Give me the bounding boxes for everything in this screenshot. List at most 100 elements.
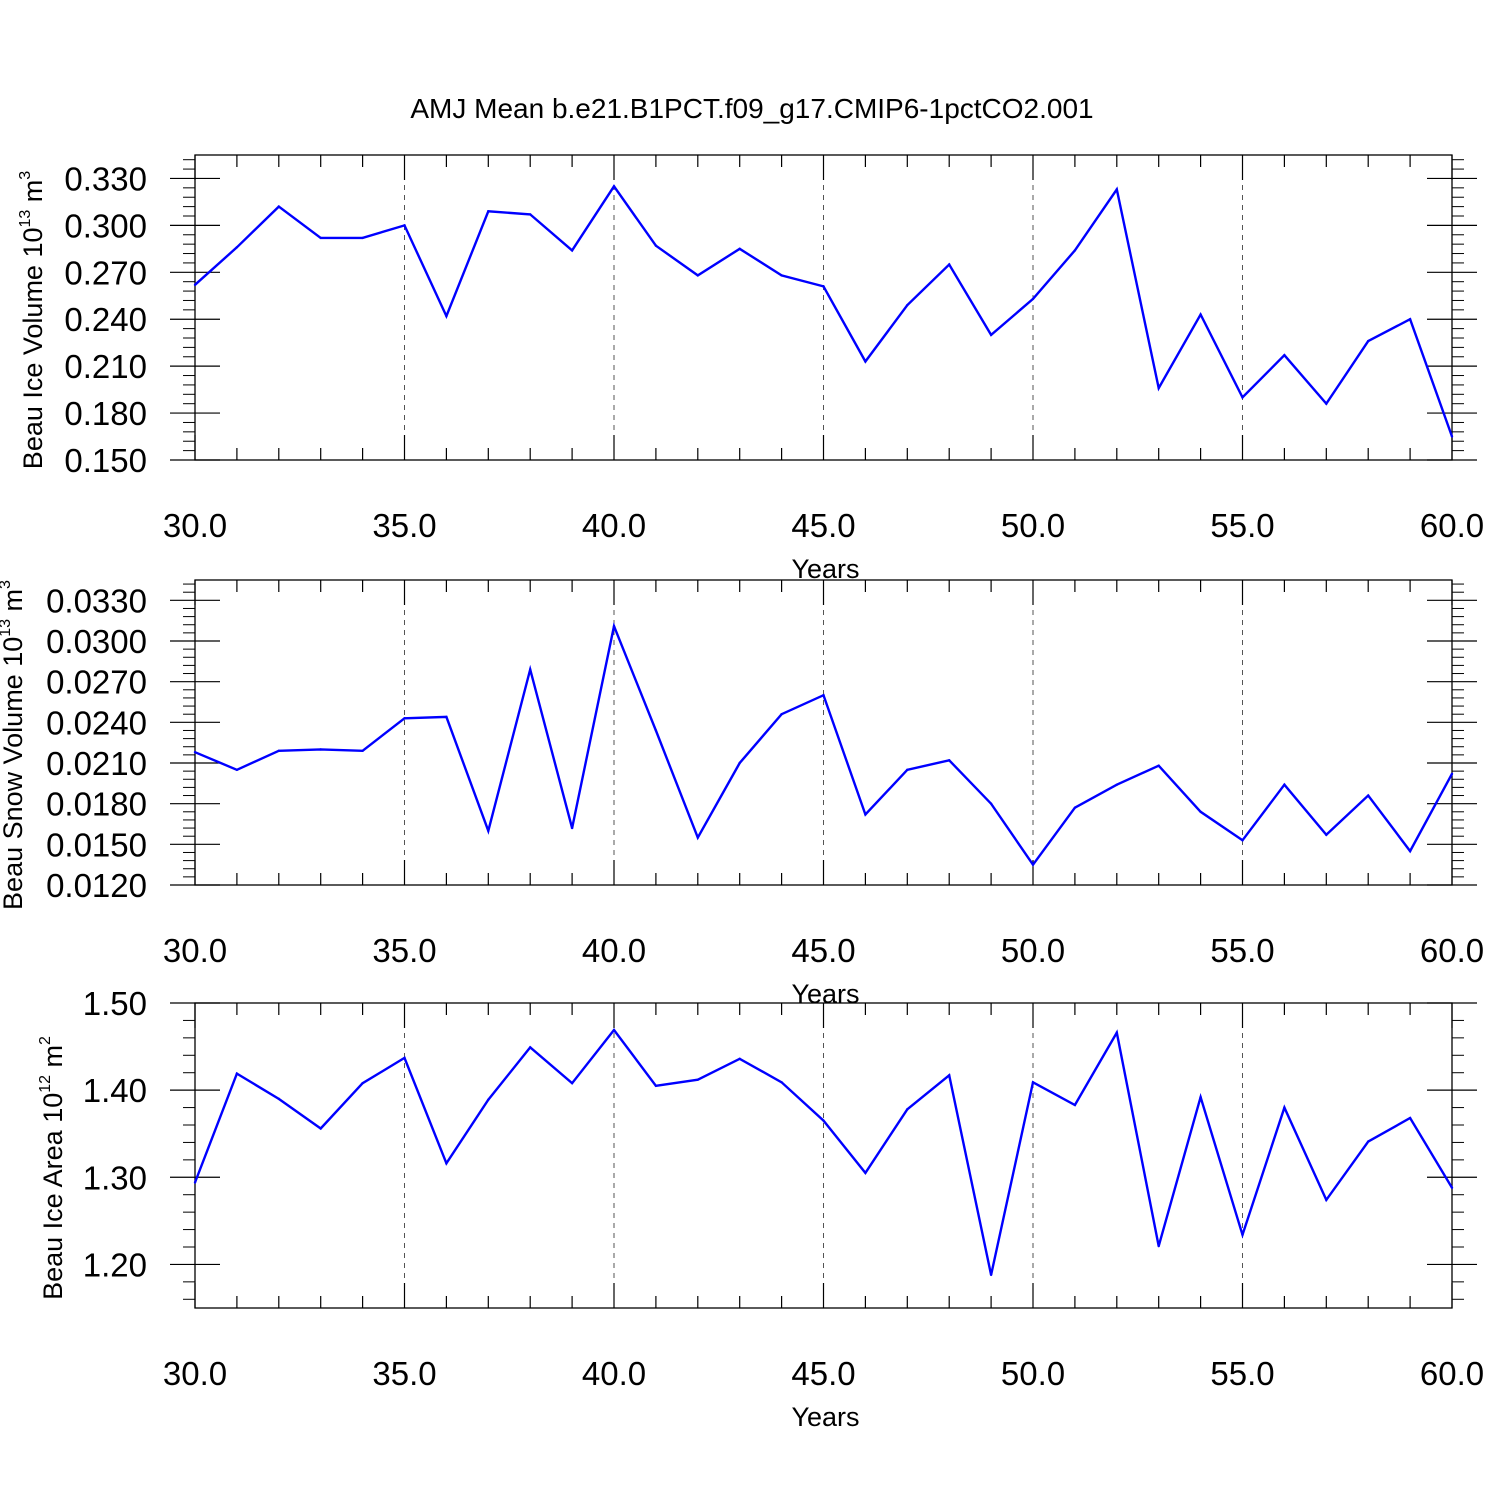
data-point	[612, 624, 616, 628]
data-point	[1325, 833, 1328, 837]
data-point	[193, 750, 197, 754]
y-tick-label: 1.30	[83, 1159, 147, 1196]
data-point	[612, 185, 616, 188]
data-point	[361, 749, 364, 752]
data-point	[487, 210, 490, 213]
x-tick-label: 35.0	[372, 507, 436, 544]
data-point	[1199, 1095, 1202, 1099]
x-tick-label: 45.0	[791, 1355, 855, 1392]
data-point	[319, 236, 322, 240]
x-tick-label: 40.0	[582, 932, 646, 969]
data-point	[738, 1057, 741, 1060]
y-tick-label: 0.0150	[46, 826, 147, 863]
data-point	[906, 1108, 909, 1111]
data-point	[948, 1074, 951, 1077]
y-axis-label: Beau Snow Volume 1013 m3	[0, 580, 28, 910]
x-tick-label: 35.0	[372, 1355, 436, 1392]
y-tick-label: 0.0300	[46, 623, 147, 660]
panel-3: 1.20 1.30 1.40 1.50 30.0 35.0 40.0 45.0 50.0 55.0…	[37, 985, 1484, 1432]
data-point	[235, 1072, 239, 1075]
data-point	[864, 813, 867, 816]
data-point	[1241, 1233, 1244, 1237]
x-tick-label: 40.0	[582, 1355, 646, 1392]
x-axis-label: Years	[791, 1402, 859, 1432]
data-point	[822, 285, 825, 288]
data-point	[1450, 435, 1454, 438]
data-point	[487, 1098, 490, 1101]
y-tick-label: 1.20	[83, 1246, 147, 1283]
y-tick-label: 0.300	[64, 207, 147, 244]
y-tick-label: 0.330	[64, 160, 147, 197]
data-point	[906, 768, 909, 771]
data-point	[361, 1081, 364, 1085]
y-tick-label: 0.0240	[46, 704, 147, 741]
x-tick-label: 60.0	[1420, 507, 1484, 544]
data-point	[1073, 1103, 1077, 1107]
x-tick-label: 50.0	[1001, 932, 1065, 969]
data-point	[1199, 810, 1202, 813]
data-point	[570, 1081, 574, 1085]
data-point	[822, 1119, 825, 1122]
x-axis-label: Years	[791, 979, 859, 1009]
data-point	[989, 802, 993, 805]
x-tick-label: 45.0	[791, 932, 855, 969]
data-point	[1241, 839, 1244, 842]
data-point	[1073, 806, 1077, 809]
data-point	[1199, 313, 1202, 316]
data-point	[738, 761, 741, 765]
x-axis-label: Years	[791, 554, 859, 584]
y-tick-label: 0.0180	[46, 786, 147, 823]
data-point	[319, 1127, 322, 1130]
data-point	[1283, 783, 1286, 786]
y-tick-label: 1.50	[83, 985, 147, 1022]
y-tick-label: 0.240	[64, 301, 147, 338]
data-point	[193, 283, 197, 287]
y-tick-label: 0.0120	[46, 867, 147, 904]
data-point	[1073, 249, 1077, 252]
data-point	[1031, 1081, 1035, 1084]
x-tick-label: 35.0	[372, 932, 436, 969]
y-tick-label: 0.0270	[46, 664, 147, 701]
x-tick-label: 50.0	[1001, 507, 1065, 544]
data-point	[235, 768, 239, 771]
data-point	[445, 715, 448, 719]
x-tick-label: 40.0	[582, 507, 646, 544]
data-point	[445, 1162, 448, 1165]
data-point	[906, 303, 909, 307]
x-tick-label: 60.0	[1420, 932, 1484, 969]
data-point	[1115, 1031, 1119, 1034]
data-point	[570, 249, 574, 252]
x-tick-label: 30.0	[163, 507, 227, 544]
data-point	[529, 213, 532, 216]
x-tick-label: 55.0	[1210, 507, 1274, 544]
data-point	[780, 274, 783, 277]
y-tick-label: 0.180	[64, 395, 147, 432]
data-point	[738, 247, 741, 251]
x-tick-label: 50.0	[1001, 1355, 1065, 1392]
data-point	[989, 1273, 993, 1277]
data-point	[403, 224, 406, 227]
data-point	[1325, 402, 1328, 405]
panel-1: 0.150 0.180 0.210 0.240 0.270 0.300 0.330 30.0 3…	[17, 154, 1484, 584]
data-point	[529, 668, 532, 671]
x-tick-label: 60.0	[1420, 1355, 1484, 1392]
x-tick-label: 30.0	[163, 1355, 227, 1392]
data-point	[570, 826, 574, 830]
data-point	[1031, 297, 1035, 301]
data-point	[864, 360, 867, 363]
data-point	[235, 246, 239, 249]
data-point	[696, 1078, 699, 1081]
data-point	[1450, 772, 1454, 776]
data-point	[780, 1081, 783, 1084]
data-point	[1367, 1140, 1370, 1143]
data-point	[1325, 1198, 1328, 1202]
data-point	[277, 205, 280, 208]
data-point	[1031, 863, 1035, 866]
data-point	[1450, 1186, 1454, 1189]
data-point	[1367, 794, 1370, 797]
data-point	[277, 1097, 280, 1101]
data-point	[1283, 1106, 1286, 1109]
data-point	[361, 236, 364, 240]
